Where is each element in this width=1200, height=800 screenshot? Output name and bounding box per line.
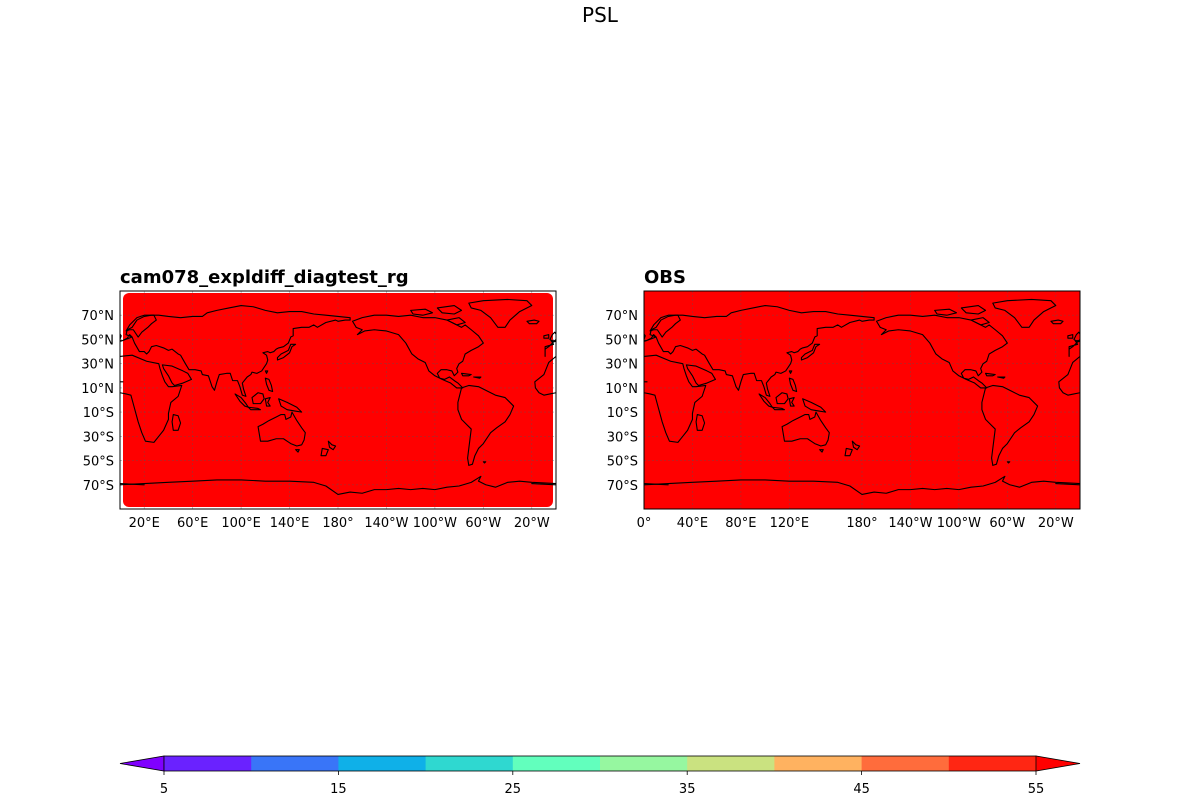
lat-tick-label: 10°N <box>605 382 638 397</box>
lon-tick-label: 140°E <box>270 516 310 531</box>
lat-tick-label: 30°S <box>607 430 638 445</box>
lat-tick-label: 70°S <box>83 479 114 494</box>
lon-tick-label: 100°W <box>937 516 981 531</box>
lon-tick-label: 60°W <box>465 516 501 531</box>
lon-tick-label: 60°W <box>989 516 1025 531</box>
lat-tick-label: 70°N <box>605 309 638 324</box>
colorbar-segment <box>774 756 863 771</box>
colorbar-extend-min <box>119 755 165 772</box>
map-frame <box>643 290 1081 510</box>
lat-tick-label: 10°S <box>83 406 114 421</box>
lon-tick-label: 80°E <box>725 516 756 531</box>
lon-tick-label: 140°W <box>888 516 932 531</box>
colorbar-tick-label: 5 <box>160 782 168 797</box>
colorbar-tick-label: 15 <box>330 782 347 797</box>
colorbar-tick-label: 45 <box>853 782 870 797</box>
lon-tick-label: 60°E <box>177 516 208 531</box>
colorbar-segment <box>251 756 339 771</box>
lon-tick-label: 20°W <box>1038 516 1074 531</box>
lon-tick-label: 180° <box>322 516 353 531</box>
colorbar-segment <box>687 756 775 771</box>
lon-tick-label: 40°E <box>677 516 708 531</box>
colorbar-frame <box>163 755 1037 772</box>
colorbar-segment <box>861 756 950 771</box>
colorbar-tick-label: 25 <box>505 782 522 797</box>
lat-tick-label: 30°N <box>605 358 638 373</box>
colorbar-segment <box>164 756 252 771</box>
lon-tick-label: 20°E <box>129 516 160 531</box>
colorbar-segment <box>338 756 427 771</box>
lon-tick-label: 100°E <box>221 516 261 531</box>
colorbar-tick-label: 55 <box>1028 782 1045 797</box>
lon-tick-label: 20°W <box>514 516 550 531</box>
lon-tick-label: 0° <box>637 516 652 531</box>
lat-tick-label: 50°S <box>83 455 114 470</box>
figure-title: PSL <box>582 3 619 27</box>
colorbar-segment <box>512 756 601 771</box>
map-frame <box>119 290 557 510</box>
lat-tick-label: 30°N <box>81 358 114 373</box>
colorbar-extend-max <box>1035 755 1081 772</box>
map-panel-model: cam078_expldiff_diagtest_rg 70°N 50°N 30°N 1… <box>81 267 557 531</box>
panel-title: cam078_expldiff_diagtest_rg <box>120 267 409 288</box>
colorbar-segment <box>600 756 688 771</box>
lat-tick-label: 70°S <box>607 479 638 494</box>
colorbar: 5 15 25 35 45 55 <box>119 755 1081 797</box>
map-panel-obs: OBS 70°N 50°N 30°N 10°N 10°S 30°S 50°S 70°S 0° 40°… <box>605 267 1081 531</box>
lat-tick-label: 50°S <box>607 455 638 470</box>
lat-tick-label: 70°N <box>81 309 114 324</box>
colorbar-tick-label: 35 <box>679 782 696 797</box>
lon-tick-label: 180° <box>846 516 877 531</box>
lat-tick-label: 50°N <box>605 333 638 348</box>
lon-tick-label: 140°W <box>364 516 408 531</box>
panel-title: OBS <box>644 267 686 288</box>
lon-tick-label: 120°E <box>770 516 810 531</box>
lat-tick-label: 50°N <box>81 333 114 348</box>
lon-tick-label: 100°W <box>413 516 457 531</box>
lat-tick-label: 10°N <box>81 382 114 397</box>
lat-tick-label: 30°S <box>83 430 114 445</box>
lat-tick-label: 10°S <box>607 406 638 421</box>
colorbar-segment <box>948 756 1037 771</box>
colorbar-segment <box>425 756 514 771</box>
